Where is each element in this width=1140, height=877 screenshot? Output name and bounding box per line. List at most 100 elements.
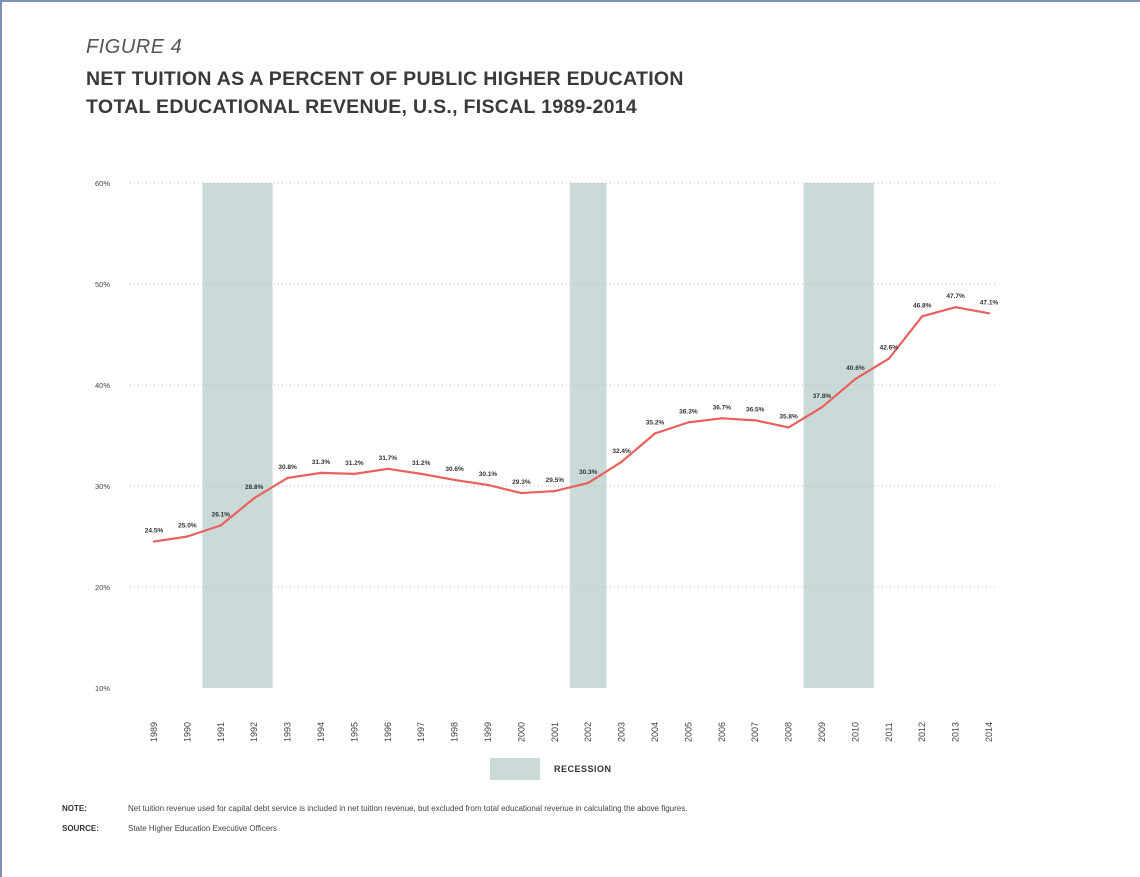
data-label: 31.3% (312, 459, 331, 466)
data-label: 47.1% (980, 299, 999, 306)
x-tick-label: 1998 (450, 722, 460, 742)
x-tick-label: 2004 (650, 722, 660, 742)
source-text: State Higher Education Executive Officer… (128, 823, 277, 833)
x-tick-label: 1996 (383, 722, 393, 742)
data-label: 36.7% (713, 404, 732, 411)
data-label: 35.2% (646, 419, 665, 426)
legend-label-recession: RECESSION (554, 764, 612, 774)
x-tick-label: 2000 (516, 722, 526, 742)
data-label: 29.3% (512, 479, 531, 486)
chart-title: NET TUITION AS A PERCENT OF PUBLIC HIGHE… (86, 65, 986, 121)
data-point (787, 426, 790, 429)
data-label: 30.8% (278, 464, 297, 471)
note-text: Net tuition revenue used for capital deb… (128, 803, 688, 813)
x-tick-label: 1993 (283, 722, 293, 742)
data-point (720, 417, 723, 420)
x-tick-label: 1997 (416, 722, 426, 742)
x-tick-label: 2003 (617, 722, 627, 742)
data-point (486, 483, 490, 487)
data-point (152, 540, 156, 543)
data-point (319, 471, 323, 475)
data-label: 47.7% (946, 293, 965, 300)
data-point (420, 472, 423, 476)
data-point (921, 315, 924, 318)
data-label: 31.7% (379, 455, 398, 462)
data-label: 29.5% (546, 477, 565, 484)
data-point (887, 357, 890, 360)
recession-band-2 (803, 183, 874, 688)
x-tick-label: 1990 (182, 722, 192, 742)
y-tick-label: 50% (95, 280, 110, 289)
y-tick-label: 20% (95, 583, 110, 592)
data-point (286, 476, 289, 480)
source-row: SOURCE: State Higher Education Executive… (62, 818, 687, 838)
y-tick-label: 60% (95, 179, 110, 188)
chart-title-line2: TOTAL EDUCATIONAL REVENUE, U.S., FISCAL … (86, 96, 638, 118)
data-point (219, 524, 222, 527)
data-point (386, 467, 389, 471)
x-tick-label: 2002 (583, 722, 593, 742)
recession-band-0 (202, 183, 273, 688)
data-point (754, 419, 757, 422)
chart-title-line1: NET TUITION AS A PERCENT OF PUBLIC HIGHE… (86, 68, 684, 90)
x-tick-label: 1999 (483, 722, 493, 742)
data-point (954, 306, 957, 309)
data-point (453, 478, 456, 482)
x-tick-label: 1989 (149, 722, 159, 742)
data-label: 26.1% (212, 511, 231, 518)
data-point (687, 421, 690, 424)
data-label: 30.3% (579, 469, 598, 476)
x-tick-label: 2011 (884, 722, 894, 741)
data-point (587, 481, 590, 485)
data-label: 37.8% (813, 393, 832, 400)
legend: RECESSION (490, 758, 612, 780)
data-label: 24.5% (145, 528, 164, 535)
data-label: 25.0% (178, 523, 197, 530)
source-key: SOURCE: (62, 823, 99, 833)
x-tick-label: 1992 (249, 722, 259, 742)
data-label: 35.8% (779, 413, 798, 420)
y-tick-label: 30% (95, 482, 110, 491)
x-tick-label: 2001 (550, 722, 560, 742)
data-label: 46.8% (913, 302, 932, 309)
x-tick-label: 1991 (216, 722, 226, 742)
data-label: 36.5% (746, 406, 765, 413)
data-label: 31.2% (412, 460, 431, 467)
note-key: NOTE: (62, 803, 87, 813)
data-label: 28.8% (245, 484, 264, 491)
x-tick-label: 1994 (316, 722, 326, 742)
x-tick-label: 2006 (717, 722, 727, 742)
y-tick-label: 40% (95, 381, 110, 390)
footnotes: NOTE: Net tuition revenue used for capit… (62, 798, 687, 838)
data-point (653, 432, 657, 435)
x-tick-label: 2007 (750, 722, 760, 742)
data-point (620, 460, 623, 463)
data-point (854, 377, 857, 381)
data-point (553, 489, 556, 493)
x-tick-label: 2010 (850, 722, 860, 742)
x-tick-label: 2008 (784, 722, 794, 742)
y-tick-label: 10% (95, 684, 110, 693)
x-tick-label: 2012 (917, 722, 927, 742)
data-label: 30.6% (445, 466, 464, 473)
data-point (253, 496, 256, 500)
data-label: 42.6% (880, 345, 899, 352)
series-line (153, 306, 990, 543)
note-row: NOTE: Net tuition revenue used for capit… (62, 798, 687, 818)
x-tick-label: 2009 (817, 722, 827, 742)
x-tick-label: 2013 (951, 722, 961, 742)
data-point (987, 312, 991, 315)
data-point (353, 472, 356, 476)
data-point (820, 406, 824, 409)
data-label: 30.1% (479, 471, 498, 478)
data-point (520, 491, 523, 495)
data-label: 31.2% (345, 460, 364, 467)
data-label: 32.4% (612, 448, 631, 455)
data-point (186, 535, 189, 538)
x-tick-label: 2014 (984, 722, 994, 742)
data-label: 36.3% (679, 408, 698, 415)
recession-band-1 (569, 183, 607, 688)
data-label: 40.6% (846, 365, 865, 372)
